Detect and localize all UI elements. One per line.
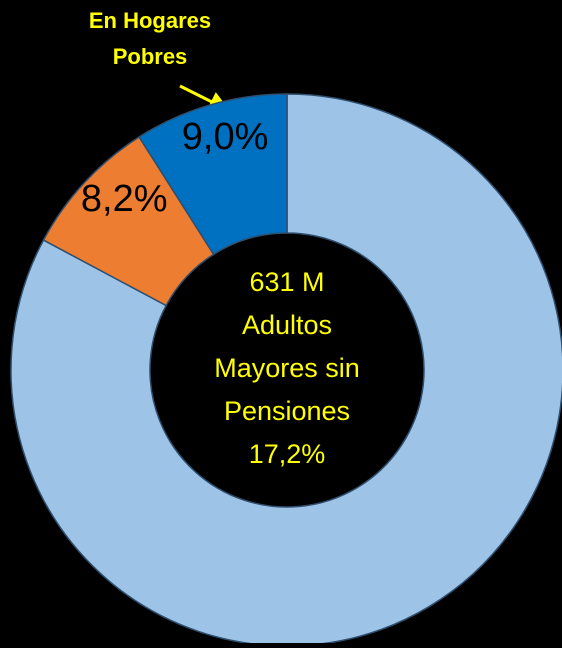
center-text: 17,2% (249, 439, 326, 469)
center-text: Mayores sin (214, 353, 360, 383)
center-text: Adultos (242, 310, 332, 340)
center-text: 631 M (249, 267, 324, 297)
center-text: Pensiones (224, 396, 350, 426)
donut-segment (138, 93, 288, 256)
annotation: Pobres (113, 44, 188, 69)
annotation: En Hogares (89, 8, 211, 33)
value-label: 9,0% (182, 116, 269, 158)
value-label: 8,2% (81, 178, 168, 220)
